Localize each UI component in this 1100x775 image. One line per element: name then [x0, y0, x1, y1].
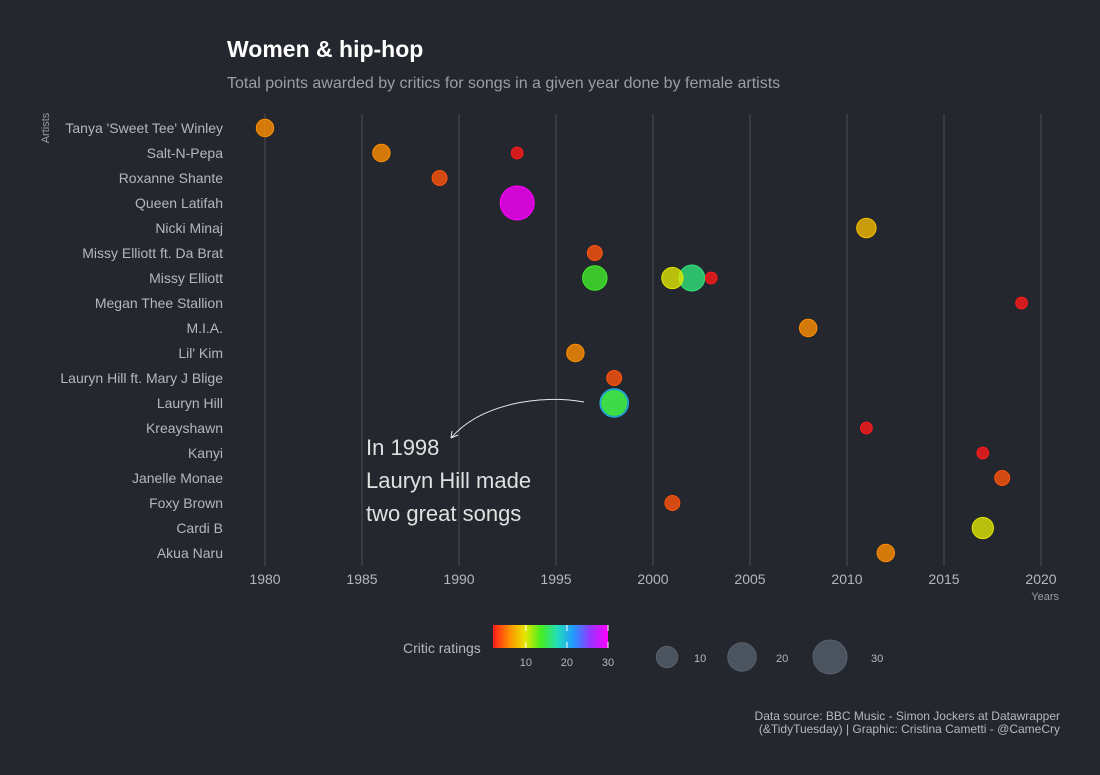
- y-tick-label: Missy Elliott ft. Da Brat: [82, 245, 223, 261]
- data-point: [601, 390, 627, 416]
- data-point: [586, 245, 603, 261]
- data-point: [499, 185, 535, 221]
- x-axis-label: Years: [1031, 591, 1059, 603]
- caption: Data source: BBC Music - Simon Jockers a…: [755, 710, 1060, 736]
- data-point: [661, 266, 684, 290]
- y-tick-label: Lauryn Hill: [157, 395, 223, 411]
- y-tick-label: Nicki Minaj: [155, 220, 223, 236]
- color-legend-title: Critic ratings: [403, 640, 481, 656]
- size-legend-label-10: 10: [694, 653, 706, 665]
- y-tick-label: Roxanne Shante: [119, 170, 224, 186]
- data-point: [372, 143, 391, 163]
- x-tick-1990: 1990: [443, 571, 474, 587]
- size-legend-circle: [812, 639, 848, 675]
- data-point: [431, 170, 448, 186]
- caption-line-2: (&TidyTuesday) | Graphic: Cristina Camet…: [758, 722, 1060, 736]
- y-tick-label: Missy Elliott: [149, 270, 223, 286]
- x-tick-2020: 2020: [1025, 571, 1056, 587]
- data-point: [976, 446, 990, 460]
- x-tick-2010: 2010: [831, 571, 862, 587]
- annotation-line-2: Lauryn Hill made: [366, 468, 531, 493]
- y-tick-label: Foxy Brown: [149, 495, 223, 511]
- data-point: [994, 470, 1011, 486]
- y-tick-label: Kreayshawn: [146, 420, 223, 436]
- chart-subtitle: Total points awarded by critics for song…: [227, 75, 781, 92]
- size-legend-circle: [655, 645, 679, 669]
- y-tick-label: Queen Latifah: [135, 195, 223, 211]
- data-point: [606, 370, 623, 386]
- x-tick-2000: 2000: [637, 571, 668, 587]
- annotation-arrowhead: [450, 430, 459, 439]
- caption-line-1: Data source: BBC Music - Simon Jockers a…: [754, 709, 1060, 723]
- data-point: [798, 318, 818, 338]
- data-point: [1015, 296, 1028, 310]
- x-tick-1995: 1995: [540, 571, 571, 587]
- data-point: [510, 146, 524, 160]
- annotation-arrow: [450, 398, 585, 439]
- data-point: [566, 343, 585, 363]
- x-tick-1980: 1980: [249, 571, 280, 587]
- annotation-line-3: two great songs: [366, 501, 521, 526]
- x-tick-1985: 1985: [346, 571, 377, 587]
- color-legend-tick-30: 30: [602, 657, 614, 669]
- data-point: [860, 421, 873, 435]
- y-tick-label: Tanya 'Sweet Tee' Winley: [65, 120, 223, 136]
- data-point: [664, 495, 681, 511]
- color-legend-tick-20: 20: [561, 657, 573, 669]
- y-tick-label: Lauryn Hill ft. Mary J Blige: [60, 370, 223, 386]
- size-legend-circle: [727, 642, 757, 672]
- y-tick-label: Akua Naru: [157, 545, 223, 561]
- data-point: [856, 217, 877, 239]
- y-tick-label: Salt-N-Pepa: [147, 145, 223, 161]
- chart-title: Women & hip-hop: [227, 36, 424, 62]
- data-point: [704, 271, 718, 285]
- data-point: [255, 118, 275, 138]
- y-tick-label: Kanyi: [188, 445, 223, 461]
- y-tick-label: Megan Thee Stallion: [95, 295, 223, 311]
- data-point: [876, 543, 896, 563]
- color-legend-bar: [493, 625, 608, 648]
- x-tick-2015: 2015: [928, 571, 959, 587]
- x-tick-2005: 2005: [734, 571, 765, 587]
- y-axis-label: Artists: [40, 112, 52, 143]
- data-point: [971, 516, 994, 540]
- data-point: [582, 265, 608, 291]
- y-tick-label: Janelle Monae: [132, 470, 223, 486]
- size-legend-label-20: 20: [776, 653, 788, 665]
- y-tick-label: Lil' Kim: [178, 345, 223, 361]
- size-legend-label-30: 30: [871, 653, 883, 665]
- y-tick-label: M.I.A.: [186, 320, 223, 336]
- y-tick-label: Cardi B: [176, 520, 223, 536]
- annotation-line-1: In 1998: [366, 435, 439, 460]
- color-legend-tick-10: 10: [520, 657, 532, 669]
